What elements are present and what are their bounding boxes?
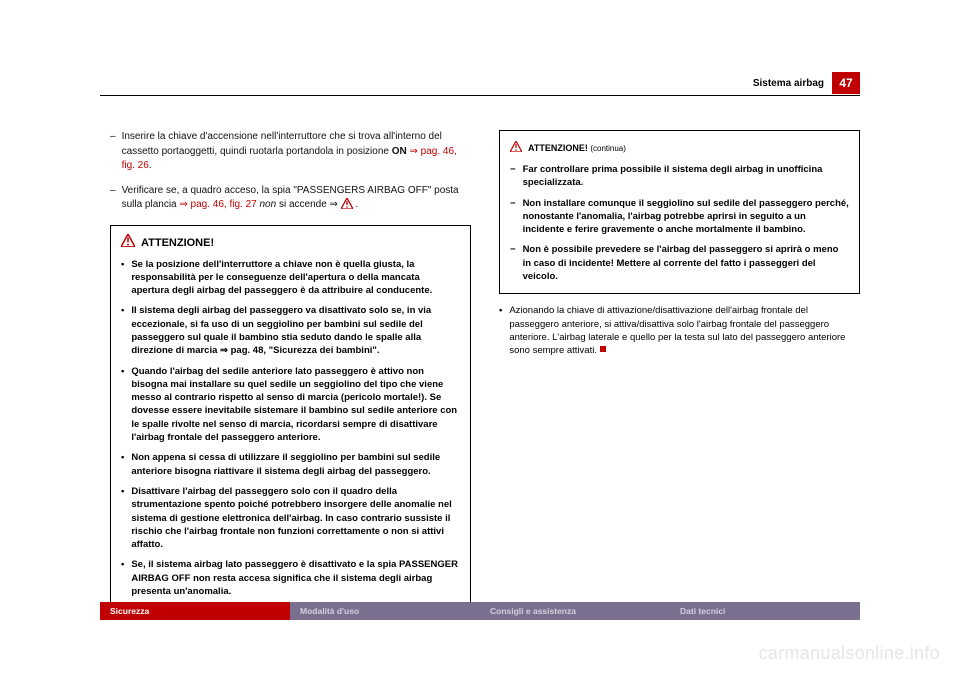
dash-icon: −: [510, 163, 516, 190]
warning-label: ATTENZIONE!: [141, 237, 214, 249]
warning-box-continued: ATTENZIONE! (continua) −Far controllare …: [499, 130, 860, 294]
warning-header: ATTENZIONE! (continua): [510, 139, 849, 157]
warning-item: •Se la posizione dell'interruttore a chi…: [121, 258, 460, 298]
warning-header: ATTENZIONE!: [121, 234, 460, 252]
warning-item: •Non appena si cessa di utilizzare il se…: [121, 451, 460, 478]
step-text: Inserire la chiave d'accensione nell'int…: [122, 130, 471, 174]
footer-tab-modalita: Modalità d'uso: [290, 602, 480, 620]
content-columns: – Inserire la chiave d'accensione nell'i…: [110, 130, 860, 609]
step-item: – Verificare se, a quadro acceso, la spi…: [110, 184, 471, 215]
end-square-icon: [600, 346, 606, 352]
footer-nav: Sicurezza Modalità d'uso Consigli e assi…: [100, 602, 860, 620]
warning-label: ATTENZIONE! (continua): [528, 143, 626, 153]
footer-tab-dati: Dati tecnici: [670, 602, 860, 620]
bullet-icon: •: [121, 365, 124, 445]
dash-icon: −: [510, 197, 516, 237]
note-paragraph: • Azionando la chiave di attivazione/dis…: [499, 304, 860, 357]
dash-icon: –: [110, 184, 116, 215]
manual-page: Sistema airbag 47 – Inserire la chiave d…: [0, 0, 960, 678]
warning-item: −Far controllare prima possibile il sist…: [510, 163, 849, 190]
warning-item: −Non installare comunque il seggiolino s…: [510, 197, 849, 237]
step-text: Verificare se, a quadro acceso, la spia …: [122, 184, 471, 215]
dash-icon: −: [510, 243, 516, 283]
note-text: Azionando la chiave di attivazione/disat…: [509, 304, 860, 357]
warning-triangle-icon: [341, 198, 353, 215]
left-column: – Inserire la chiave d'accensione nell'i…: [110, 130, 471, 609]
warning-triangle-icon: [121, 234, 135, 252]
page-number: 47: [832, 72, 860, 94]
dash-icon: –: [110, 130, 116, 174]
warning-triangle-icon: [510, 139, 522, 157]
warning-item: •Il sistema degli airbag del passeggero …: [121, 304, 460, 357]
bullet-icon: •: [499, 304, 502, 357]
page-ref-link: ⇒ pag. 46, fig. 27: [179, 199, 256, 210]
bullet-icon: •: [121, 558, 124, 598]
warning-item: •Se, il sistema airbag lato passeggero è…: [121, 558, 460, 598]
warning-item: −Non è possibile prevedere se l'airbag d…: [510, 243, 849, 283]
bullet-icon: •: [121, 485, 124, 551]
footer-tab-sicurezza: Sicurezza: [100, 602, 290, 620]
footer-tab-consigli: Consigli e assistenza: [480, 602, 670, 620]
bullet-icon: •: [121, 451, 124, 478]
bullet-icon: •: [121, 304, 124, 357]
bullet-icon: •: [121, 258, 124, 298]
right-column: ATTENZIONE! (continua) −Far controllare …: [499, 130, 860, 609]
step-item: – Inserire la chiave d'accensione nell'i…: [110, 130, 471, 174]
warning-item: •Disattivare l'airbag del passeggero sol…: [121, 485, 460, 551]
header-rule: [100, 95, 860, 96]
warning-box: ATTENZIONE! •Se la posizione dell'interr…: [110, 225, 471, 610]
warning-item: •Quando l'airbag del sedile anteriore la…: [121, 365, 460, 445]
section-title: Sistema airbag: [753, 78, 824, 89]
watermark: carmanualsonline.info: [759, 643, 940, 664]
